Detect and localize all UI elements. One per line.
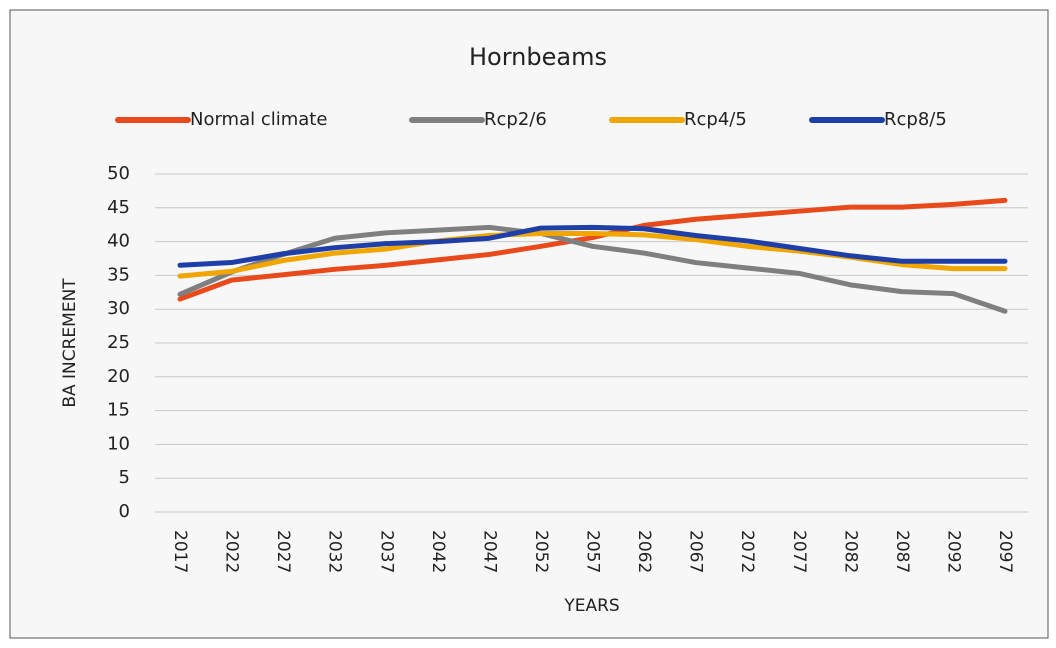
legend-label: Rcp4/5 [684, 109, 747, 130]
y-tick-label: 45 [107, 197, 130, 218]
x-tick-label: 2092 [943, 530, 963, 573]
legend-label: Rcp8/5 [884, 109, 947, 130]
x-tick-label: 2077 [789, 530, 809, 573]
x-tick-label: 2047 [479, 530, 499, 573]
x-tick-label: 2097 [995, 530, 1015, 573]
series-line [177, 224, 1008, 314]
y-tick-label: 20 [107, 366, 130, 387]
y-tick-label: 25 [107, 332, 130, 353]
x-axis-label: YEARS [563, 596, 619, 616]
y-tick-label: 0 [119, 501, 130, 522]
x-tick-label: 2022 [222, 530, 242, 573]
legend-label: Normal climate [190, 109, 327, 130]
x-tick-label: 2037 [376, 530, 396, 573]
legend-label: Rcp2/6 [484, 109, 547, 130]
x-tick-label: 2062 [634, 530, 654, 573]
series-line [177, 197, 1008, 302]
x-tick-label: 2032 [325, 530, 345, 573]
y-axis-label: BA INCREMENT [60, 278, 80, 408]
x-tick-label: 2027 [273, 530, 293, 573]
x-tick-label: 2057 [583, 530, 603, 573]
y-tick-label: 10 [107, 433, 130, 454]
x-tick-label: 2072 [737, 530, 757, 573]
chart-title: Hornbeams [469, 43, 607, 71]
series-line [177, 224, 1008, 268]
y-tick-label: 5 [119, 467, 130, 488]
y-tick-label: 30 [107, 298, 130, 319]
x-tick-label: 2082 [840, 530, 860, 573]
chart-frame [9, 9, 1049, 639]
y-tick-label: 40 [107, 231, 130, 252]
x-tick-label: 2042 [428, 530, 448, 573]
x-tick-label: 2087 [892, 530, 912, 573]
y-tick-label: 15 [107, 400, 130, 421]
y-tick-label: 50 [107, 163, 130, 184]
y-tick-label: 35 [107, 264, 130, 285]
x-tick-label: 2052 [531, 530, 551, 573]
x-tick-label: 2017 [170, 530, 190, 573]
x-tick-label: 2067 [686, 530, 706, 573]
